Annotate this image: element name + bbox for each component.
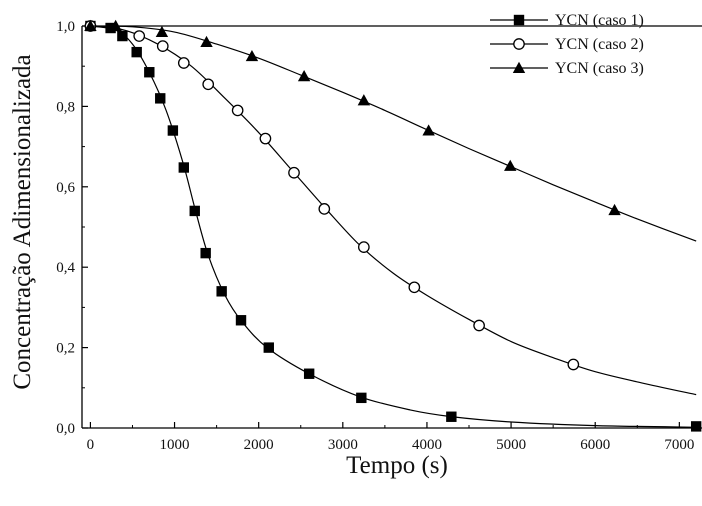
series-2 — [84, 20, 697, 396]
x-tick-label: 7000 — [664, 437, 694, 453]
data-point-circle — [318, 203, 331, 215]
data-point-triangle — [357, 94, 371, 106]
data-point-square — [144, 67, 155, 78]
x-tick-label: 4000 — [412, 437, 442, 453]
legend-label: YCN (caso 2) — [555, 36, 644, 53]
data-point-square — [155, 93, 166, 104]
data-point-circle — [231, 104, 244, 117]
x-tick-label: 6000 — [580, 437, 610, 453]
data-point-circle — [259, 132, 272, 145]
y-tick-label: 0,6 — [56, 180, 75, 196]
data-point-circle — [408, 281, 421, 294]
series-line — [90, 25, 697, 396]
y-axis-title: Concentração Adimensionalizada — [9, 54, 36, 389]
data-point-circle — [202, 78, 215, 91]
data-point-triangle — [297, 70, 311, 82]
data-point-square — [216, 286, 227, 297]
data-point-triangle — [155, 25, 169, 37]
data-point-square — [303, 368, 315, 379]
legend-label: YCN (caso 1) — [555, 12, 644, 29]
x-tick-label: 2000 — [244, 437, 274, 453]
data-point-square — [178, 162, 190, 173]
series-3 — [84, 19, 697, 242]
data-point-square — [356, 392, 367, 404]
data-point-square — [200, 247, 211, 259]
series-1 — [85, 20, 702, 432]
data-point-triangle — [422, 124, 435, 136]
x-tick-label: 0 — [87, 437, 95, 453]
y-tick-label: 1,0 — [56, 19, 75, 35]
data-point-triangle — [608, 203, 621, 216]
y-tick-label: 0,2 — [56, 341, 75, 357]
legend-item: YCN (caso 2) — [490, 36, 644, 53]
data-point-circle — [567, 358, 580, 371]
x-tick-label: 5000 — [496, 437, 526, 453]
data-point-square — [513, 14, 525, 26]
legend: YCN (caso 1) YCN (caso 2) YCN (caso 3) — [490, 12, 644, 77]
data-point-triangle — [84, 19, 97, 31]
series-layer — [84, 19, 702, 432]
y-tick-label: 0,8 — [56, 99, 75, 115]
data-point-square — [235, 315, 247, 326]
data-point-circle — [156, 40, 169, 52]
data-point-triangle — [512, 61, 526, 73]
data-point-circle — [133, 30, 146, 42]
data-point-triangle — [200, 35, 213, 48]
x-tick-label: 3000 — [328, 437, 358, 453]
data-point-square — [446, 411, 457, 422]
x-tick-label: 1000 — [160, 437, 190, 453]
data-point-circle — [177, 57, 190, 69]
x-axis-ticks: 0 1000 2000 3000 4000 5000 6000 7000 — [87, 422, 694, 453]
series-line — [90, 25, 697, 242]
y-axis-ticks: 0,0 0,2 0,4 0,6 0,8 1,0 — [56, 19, 88, 437]
data-point-triangle — [109, 19, 122, 31]
data-point-square — [189, 205, 200, 217]
data-point-square — [167, 125, 179, 136]
y-tick-label: 0,4 — [56, 260, 75, 276]
legend-item: YCN (caso 3) — [490, 60, 644, 77]
data-point-square — [131, 46, 142, 58]
data-point-square — [263, 342, 274, 353]
y-tick-label: 0,0 — [56, 421, 75, 437]
data-point-square — [117, 30, 128, 42]
data-point-circle — [513, 38, 525, 50]
data-point-circle — [288, 166, 300, 179]
data-point-triangle — [245, 49, 259, 62]
x-axis-title: Tempo (s) — [346, 452, 448, 479]
data-point-triangle — [504, 159, 517, 171]
legend-label: YCN (caso 3) — [555, 60, 644, 77]
legend-item: YCN (caso 1) — [490, 12, 644, 29]
series-line — [90, 25, 697, 428]
plot-frame — [81, 25, 702, 429]
data-point-circle — [357, 241, 370, 253]
data-point-circle — [473, 319, 485, 332]
data-point-square — [690, 421, 702, 432]
